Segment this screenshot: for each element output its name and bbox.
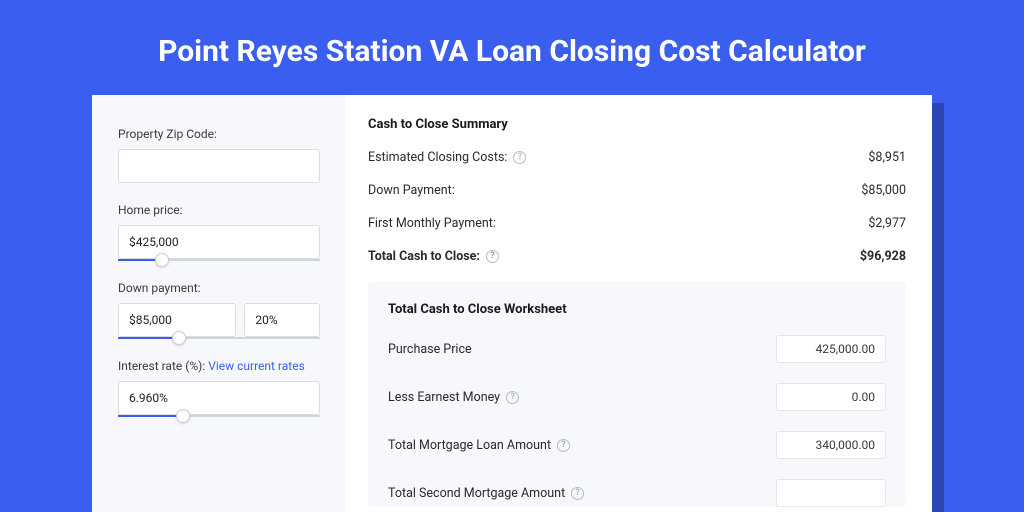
page-title: Point Reyes Station VA Loan Closing Cost… [0,0,1024,95]
help-icon[interactable]: ? [513,151,526,164]
summary-value: $8,951 [868,150,906,165]
down-payment-slider-fill [118,337,179,339]
worksheet-row-purchase-price: Purchase Price 425,000.00 [388,335,886,363]
help-icon[interactable]: ? [506,391,519,404]
worksheet-label: Total Second Mortgage Amount [388,486,565,501]
worksheet-label: Total Mortgage Loan Amount [388,438,551,453]
summary-row-first-payment: First Monthly Payment: $2,977 [368,216,906,231]
zip-label: Property Zip Code: [118,127,320,141]
down-payment-pct-input[interactable] [244,303,320,337]
down-payment-field-group: Down payment: [118,281,320,339]
help-icon[interactable]: ? [571,487,584,500]
worksheet-title: Total Cash to Close Worksheet [388,302,886,317]
worksheet-label: Less Earnest Money [388,390,500,405]
home-price-slider-thumb[interactable] [155,253,169,267]
home-price-slider[interactable] [118,259,320,261]
interest-slider[interactable] [118,415,320,417]
summary-row-total: Total Cash to Close: ? $96,928 [368,249,906,264]
summary-value: $2,977 [868,216,906,231]
home-price-label: Home price: [118,203,320,217]
zip-field-group: Property Zip Code: [118,127,320,183]
worksheet-label: Purchase Price [388,342,472,357]
worksheet-value-box[interactable] [776,479,886,507]
worksheet-value-box[interactable]: 340,000.00 [776,431,886,459]
home-price-field-group: Home price: [118,203,320,261]
summary-value: $85,000 [861,183,906,198]
summary-label: Down Payment: [368,183,455,198]
summary-label: Estimated Closing Costs: [368,150,507,165]
inputs-panel: Property Zip Code: Home price: Down paym… [92,95,346,512]
summary-row-closing-costs: Estimated Closing Costs: ? $8,951 [368,150,906,165]
worksheet-row-second-mortgage: Total Second Mortgage Amount ? [388,479,886,507]
help-icon[interactable]: ? [486,250,499,263]
view-rates-link[interactable]: View current rates [208,359,305,373]
interest-slider-thumb[interactable] [176,409,190,423]
summary-label: Total Cash to Close: [368,249,480,264]
interest-label-prefix: Interest rate (%): [118,359,208,373]
results-panel: Cash to Close Summary Estimated Closing … [346,95,932,512]
summary-title: Cash to Close Summary [368,117,906,132]
worksheet-row-mortgage-amount: Total Mortgage Loan Amount ? 340,000.00 [388,431,886,459]
interest-field-group: Interest rate (%): View current rates [118,359,320,417]
home-price-input[interactable] [118,225,320,259]
worksheet-value-box[interactable]: 425,000.00 [776,335,886,363]
interest-slider-fill [118,415,183,417]
down-payment-label: Down payment: [118,281,320,295]
calculator-card-wrap: Property Zip Code: Home price: Down paym… [92,95,932,512]
summary-row-down-payment: Down Payment: $85,000 [368,183,906,198]
down-payment-slider-thumb[interactable] [172,331,186,345]
zip-input[interactable] [118,149,320,183]
interest-input[interactable] [118,381,320,415]
worksheet-section: Total Cash to Close Worksheet Purchase P… [368,282,906,507]
summary-section: Cash to Close Summary Estimated Closing … [368,117,906,264]
interest-label: Interest rate (%): View current rates [118,359,320,373]
summary-value: $96,928 [860,249,906,264]
calculator-card: Property Zip Code: Home price: Down paym… [92,95,932,512]
down-payment-slider[interactable] [118,337,320,339]
summary-label: First Monthly Payment: [368,216,496,231]
worksheet-row-earnest-money: Less Earnest Money ? 0.00 [388,383,886,411]
worksheet-value-box[interactable]: 0.00 [776,383,886,411]
help-icon[interactable]: ? [557,439,570,452]
